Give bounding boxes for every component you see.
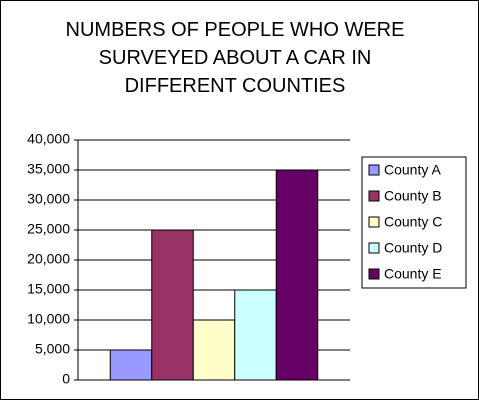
legend-swatch [368, 268, 380, 280]
legend-label: County A [384, 162, 441, 178]
bar [275, 169, 319, 381]
chart-title: NUMBERS OF PEOPLE WHO WERE SURVEYED ABOU… [65, 19, 405, 97]
bar [192, 319, 236, 381]
legend-swatch [368, 190, 380, 202]
y-tick-label: 15,000 [27, 281, 70, 297]
y-tick-label: 20,000 [27, 251, 70, 267]
legend-label: County C [384, 214, 442, 230]
y-tick-label: 0 [62, 371, 70, 387]
legend-swatch [368, 242, 380, 254]
y-tick-label: 30,000 [27, 191, 70, 207]
bar [234, 289, 277, 381]
legend-swatch [368, 216, 380, 228]
y-tick-label: 5,000 [35, 341, 70, 357]
y-tick-label: 10,000 [27, 311, 70, 327]
bar [151, 229, 194, 381]
y-tick-label: 25,000 [27, 221, 70, 237]
bar [109, 349, 153, 381]
y-tick-label: 40,000 [27, 131, 70, 147]
y-tick-label: 35,000 [27, 161, 70, 177]
legend-swatch [368, 164, 380, 176]
legend-label: County B [384, 188, 442, 204]
legend-label: County E [384, 266, 442, 282]
legend-label: County D [384, 240, 442, 256]
